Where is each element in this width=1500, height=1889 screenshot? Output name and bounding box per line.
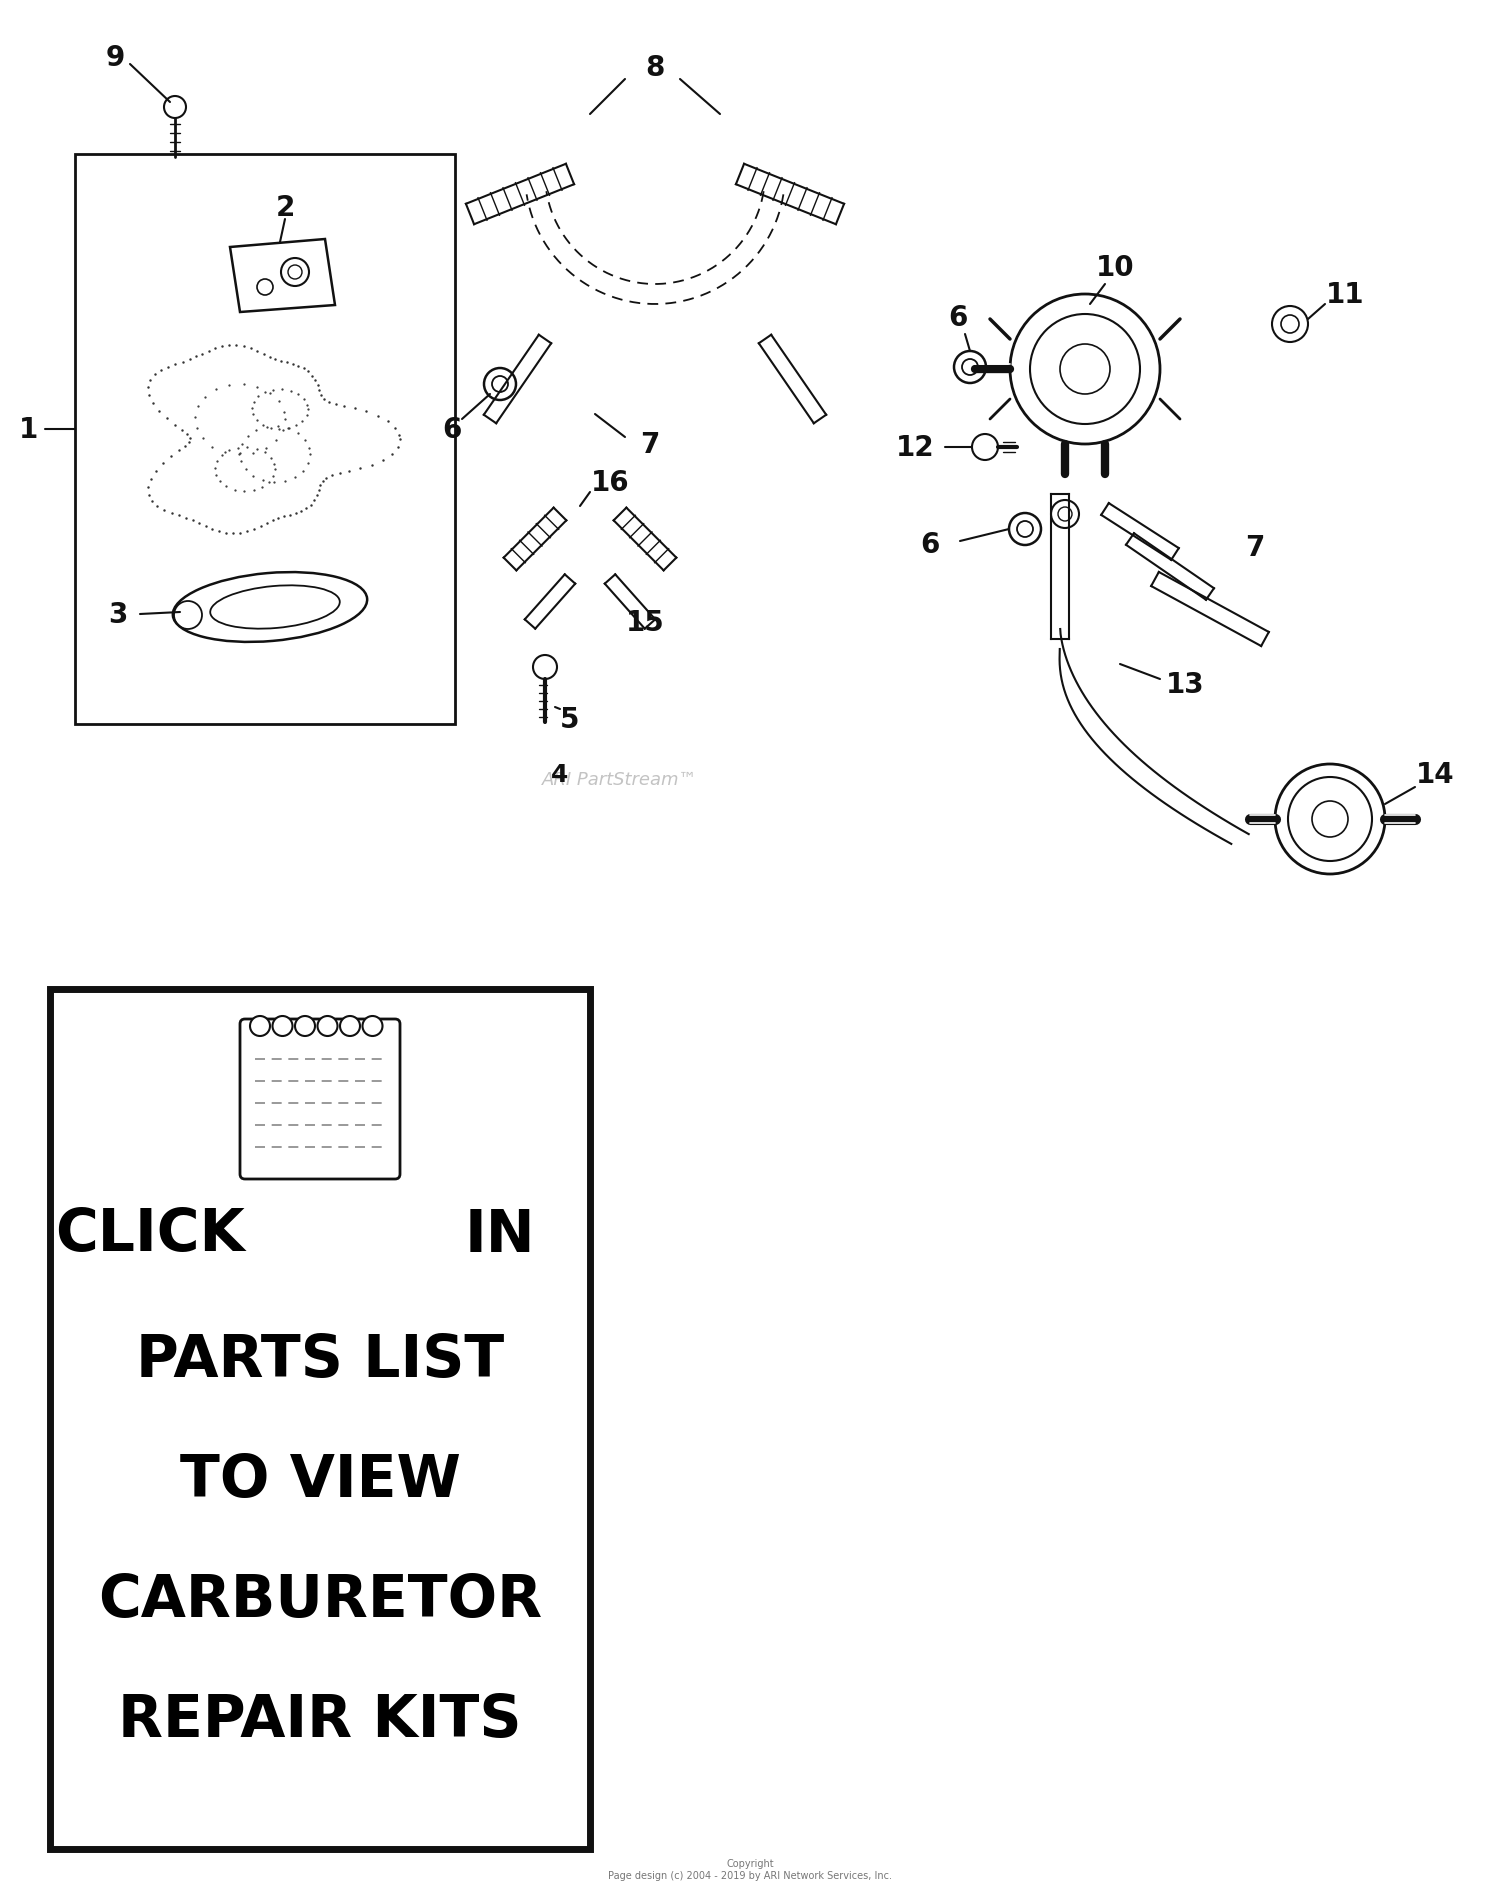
Circle shape — [251, 1016, 270, 1037]
Bar — [75, 155, 454, 725]
Circle shape — [318, 1016, 338, 1037]
Text: 7: 7 — [1245, 535, 1264, 561]
Text: 16: 16 — [591, 468, 630, 497]
Text: IN: IN — [465, 1205, 536, 1264]
Text: TO VIEW: TO VIEW — [180, 1451, 460, 1507]
Text: REPAIR KITS: REPAIR KITS — [118, 1691, 522, 1747]
Circle shape — [363, 1016, 382, 1037]
Circle shape — [296, 1016, 315, 1037]
Text: CLICK: CLICK — [56, 1205, 244, 1264]
Text: 1: 1 — [18, 416, 38, 444]
Text: ARI PartStream™: ARI PartStream™ — [542, 771, 698, 788]
Text: 15: 15 — [626, 608, 664, 637]
Text: 8: 8 — [645, 55, 664, 81]
Bar — [50, 990, 590, 1849]
Text: 3: 3 — [108, 601, 128, 629]
Text: 14: 14 — [1416, 761, 1455, 788]
Text: 6: 6 — [948, 304, 968, 332]
Text: 13: 13 — [1166, 671, 1204, 699]
Text: 5: 5 — [560, 706, 579, 733]
Text: 7: 7 — [640, 431, 660, 459]
Circle shape — [273, 1016, 292, 1037]
Text: 12: 12 — [896, 434, 934, 461]
Text: 2: 2 — [276, 195, 294, 221]
Text: 6: 6 — [442, 416, 462, 444]
Text: 10: 10 — [1095, 253, 1134, 281]
Text: 4: 4 — [552, 763, 568, 786]
Circle shape — [340, 1016, 360, 1037]
Text: PARTS LIST: PARTS LIST — [136, 1330, 504, 1388]
FancyBboxPatch shape — [240, 1020, 400, 1179]
Text: 9: 9 — [105, 43, 125, 72]
Text: CARBURETOR: CARBURETOR — [98, 1570, 542, 1628]
Text: Copyright
Page design (c) 2004 - 2019 by ARI Network Services, Inc.: Copyright Page design (c) 2004 - 2019 by… — [608, 1859, 892, 1880]
Text: 6: 6 — [921, 531, 939, 559]
Text: 11: 11 — [1326, 281, 1364, 308]
